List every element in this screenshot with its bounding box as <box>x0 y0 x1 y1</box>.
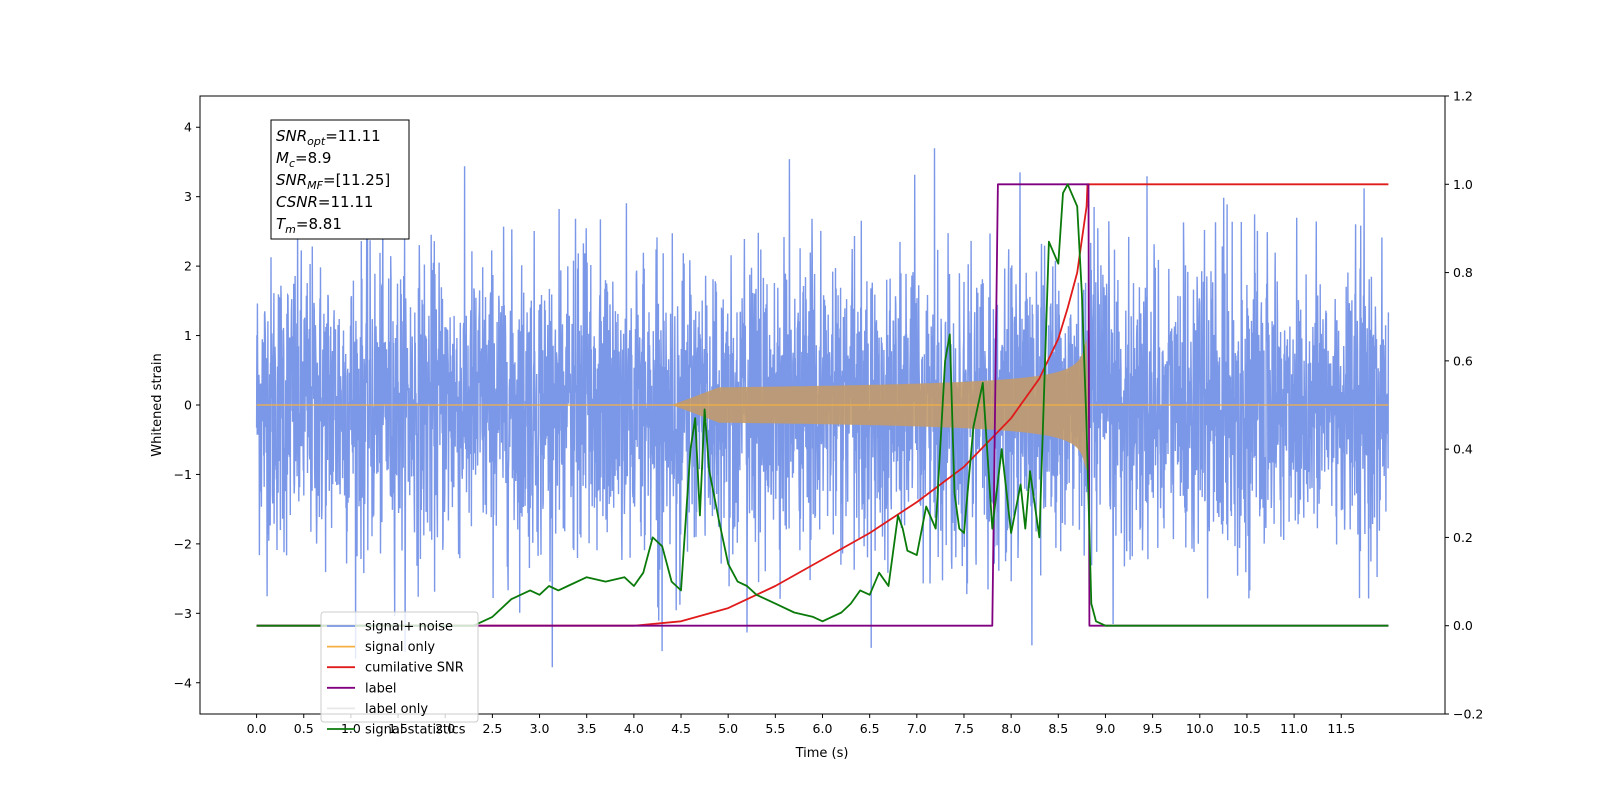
legend-label-label-only: label only <box>365 702 428 717</box>
y2-tick-label: 0.2 <box>1453 530 1473 545</box>
y2-tick-label: 0.4 <box>1453 442 1473 457</box>
x-tick-label: 6.0 <box>813 721 833 736</box>
y-axis-label: Whitened strain <box>150 353 165 456</box>
signal-statistics-line <box>256 183 1389 627</box>
x-tick-label: 0.5 <box>294 721 314 736</box>
legend-label-cumilative-snr: cumilative SNR <box>365 661 464 676</box>
annotation-line: CSNR=11.11 <box>276 193 373 211</box>
annotation-line: Tm=8.81 <box>276 215 342 236</box>
annotation-line: SNRopt=11.11 <box>276 127 381 148</box>
signal-noise-line <box>255 148 1390 668</box>
legend-label-label: label <box>365 681 396 696</box>
y-tick-label: −1 <box>174 467 192 482</box>
y-tick-label: 4 <box>184 120 192 135</box>
cumilative-snr-line <box>256 183 1389 627</box>
x-tick-label: 7.5 <box>954 721 974 736</box>
legend-label-signal-noise: signal+ noise <box>365 620 453 635</box>
x-tick-label: 6.5 <box>860 721 880 736</box>
y2-tick-label: 1.2 <box>1453 89 1473 104</box>
x-tick-label: 9.0 <box>1096 721 1116 736</box>
y-tick-label: −3 <box>174 606 192 621</box>
x-axis: 0.0 0.5 1.0 1.5 2.0 2.5 3.0 3.5 4.0 4.5 5.0 5.5 6.0 6… <box>247 714 1355 736</box>
x-tick-label: 4.0 <box>624 721 644 736</box>
x-tick-label: 7.0 <box>907 721 927 736</box>
y-tick-label: −4 <box>174 675 192 690</box>
signal-noise-series <box>255 148 1390 668</box>
y-axis-left: −4 −3 −2 −1 0 1 2 3 4 <box>174 120 200 690</box>
annotation-line: Mc=8.9 <box>276 149 331 170</box>
x-tick-label: 1.5 <box>388 721 408 736</box>
y2-tick-label: 0.8 <box>1453 265 1473 280</box>
x-tick-label: 3.5 <box>577 721 597 736</box>
x-tick-label: 5.0 <box>718 721 738 736</box>
x-tick-label: 11.0 <box>1280 721 1308 736</box>
x-tick-label: 3.0 <box>530 721 550 736</box>
y2-tick-label: 1.0 <box>1453 177 1473 192</box>
x-tick-label: 0.0 <box>247 721 267 736</box>
x-tick-label: 8.5 <box>1048 721 1068 736</box>
y-tick-label: −2 <box>174 536 192 551</box>
legend-label-signal-only: signal only <box>365 640 435 655</box>
y2-tick-label: −0.2 <box>1453 707 1483 722</box>
x-tick-label: 9.5 <box>1143 721 1163 736</box>
x-tick-label: 11.5 <box>1327 721 1355 736</box>
legend-label-signal-statistics: signal statistics <box>365 723 466 738</box>
y-axis-right: −0.2 0.0 0.2 0.4 0.6 0.8 1.0 1.2 <box>1445 89 1483 722</box>
x-tick-label: 8.0 <box>1001 721 1021 736</box>
x-tick-label: 10.0 <box>1186 721 1214 736</box>
y-tick-label: 1 <box>184 328 192 343</box>
x-tick-label: 2.0 <box>435 721 455 736</box>
right-axis-series <box>256 183 1389 627</box>
y-tick-label: 3 <box>184 189 192 204</box>
plot-area <box>255 148 1390 668</box>
x-tick-label: 5.5 <box>765 721 785 736</box>
x-axis-label: Time (s) <box>795 746 849 761</box>
legend: signal+ noise signal only cumilative SNR la… <box>320 611 479 738</box>
x-tick-label: 4.5 <box>671 721 691 736</box>
annotation-line: SNRMF=[11.25] <box>276 171 390 192</box>
x-tick-label: 10.5 <box>1233 721 1261 736</box>
y2-tick-label: 0.0 <box>1453 618 1473 633</box>
y2-tick-label: 0.6 <box>1453 353 1473 368</box>
y-tick-label: 2 <box>184 259 192 274</box>
annotation-box: SNRopt=11.11Mc=8.9SNRMF=[11.25]CSNR=11.1… <box>270 119 410 240</box>
y-tick-label: 0 <box>184 398 192 413</box>
signal-only-series <box>256 339 1389 471</box>
x-tick-label: 2.5 <box>482 721 502 736</box>
